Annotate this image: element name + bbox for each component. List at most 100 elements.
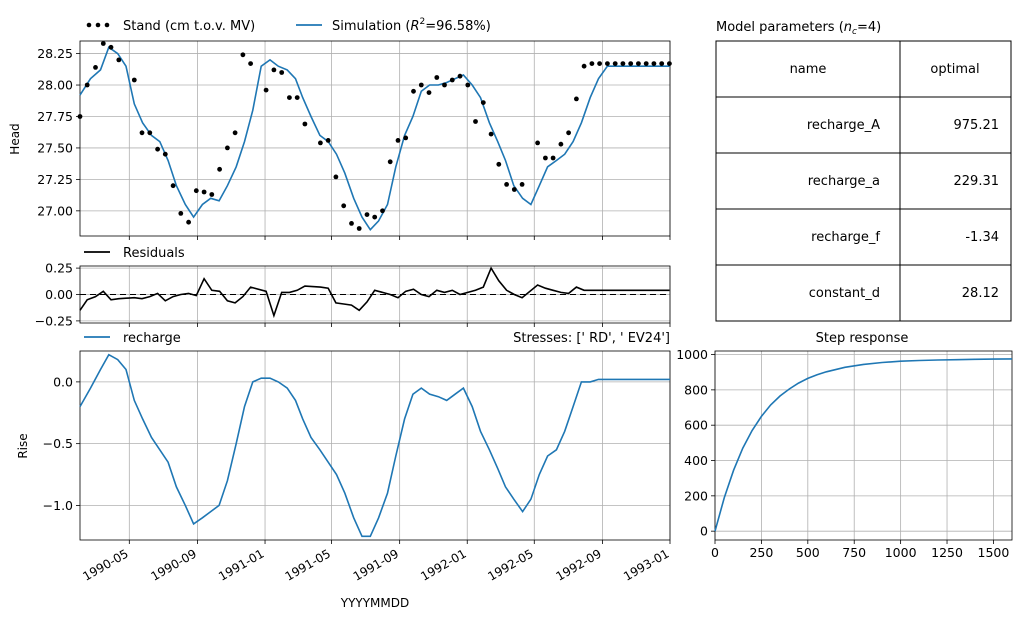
contribution-xticks: 1990-05 1990-09 1991-01 1991-05 1991-09 1992-…: [80, 540, 672, 584]
observed-points: [77, 41, 672, 231]
y-tick-label: 0.00: [45, 287, 73, 302]
observed-point: [131, 77, 137, 83]
observed-point: [116, 57, 122, 63]
observed-point: [271, 67, 277, 73]
observed-point: [77, 114, 83, 119]
observed-point: [651, 61, 657, 66]
recharge-line: [79, 353, 670, 538]
contribution-axes-frame: [79, 350, 671, 541]
observed-point: [155, 146, 161, 152]
step-yticks: 1000 800 600 400 200 0: [676, 347, 715, 539]
table-header-name: name: [790, 62, 827, 77]
step-x-tick-label: 250: [749, 545, 773, 560]
table-cell-value: 975.21: [954, 118, 1000, 133]
table-cell-name: recharge_A: [807, 118, 880, 133]
observed-point: [240, 52, 246, 58]
observed-point: [473, 119, 478, 124]
observed-point: [519, 182, 525, 187]
observed-point: [597, 61, 602, 66]
step-y-tick-label: 0: [700, 524, 708, 539]
stresses-label: Stresses: [' RD', ' EV24']: [513, 331, 670, 346]
y-tick-label: 0.25: [45, 261, 73, 276]
step-x-tick-label: 1250: [931, 545, 963, 560]
x-tick-label: 1992-05: [485, 546, 535, 583]
observed-point: [341, 203, 347, 209]
observed-point: [201, 189, 207, 195]
step-x-tick-label: 1000: [885, 545, 917, 560]
observed-point: [457, 73, 463, 79]
table-cell-value: 229.31: [954, 174, 1000, 189]
step-response-line: [714, 358, 1013, 532]
residuals-xticks: [128, 323, 671, 327]
observed-point: [162, 151, 168, 157]
legend-residuals-label: Residuals: [123, 246, 185, 261]
simulation-line: [79, 46, 670, 231]
table-header-optimal: optimal: [930, 62, 979, 77]
xaxis-label: YYYYMMDD: [340, 596, 410, 610]
observed-point: [139, 130, 145, 136]
observed-point: [535, 140, 540, 146]
residuals-legend: Residuals: [84, 246, 185, 261]
observed-point: [605, 61, 610, 66]
observed-point: [511, 187, 517, 192]
observed-point: [372, 214, 378, 220]
observed-point: [232, 130, 238, 136]
observed-point: [667, 61, 672, 66]
observed-point: [178, 211, 184, 216]
y-tick-label: 28.25: [37, 46, 73, 61]
parameter-table: Model parameters (nc=4) name optimal rec…: [715, 20, 1012, 322]
head-legend: Stand (cm t.o.v. MV) Simulation (R2=96.5…: [86, 17, 491, 34]
observed-point: [225, 145, 230, 151]
observed-point: [543, 155, 548, 161]
observed-point: [193, 188, 199, 194]
x-tick-label: 1991-01: [216, 546, 266, 583]
contribution-legend: recharge: [84, 331, 181, 346]
legend-observed-marker: [86, 22, 92, 28]
step-response-title: Step response: [816, 331, 909, 346]
table-frame: [715, 40, 1012, 322]
observed-point: [418, 82, 424, 88]
step-y-tick-label: 400: [684, 453, 708, 468]
step-x-tick-label: 500: [796, 545, 820, 560]
observed-point: [108, 44, 114, 50]
table-cell-name: recharge_a: [808, 174, 880, 189]
observed-point: [589, 61, 595, 66]
observed-point: [403, 135, 409, 141]
y-tick-label: 0.0: [53, 374, 73, 389]
observed-point: [279, 70, 285, 75]
step-x-tick-label: 750: [842, 545, 866, 560]
head-panel: 28.25 28.00 27.75 27.50 27.25 27.00 Head Stan…: [8, 17, 672, 240]
x-tick-label: 1991-05: [283, 546, 333, 583]
observed-point: [496, 161, 502, 167]
observed-point: [93, 65, 98, 70]
legend-observed-marker: [104, 22, 110, 28]
observed-point: [318, 140, 323, 146]
residuals-panel: 0.25 0.00 −0.25 Residuals: [35, 246, 671, 328]
table-cell-name: constant_d: [809, 286, 880, 301]
table-cell-value: -1.34: [965, 230, 999, 245]
observed-point: [426, 90, 432, 95]
observed-point: [209, 192, 215, 197]
step-y-tick-label: 1000: [676, 347, 708, 362]
step-y-tick-label: 200: [684, 488, 708, 503]
observed-point: [574, 96, 579, 102]
observed-point: [643, 61, 649, 66]
observed-point: [465, 82, 471, 88]
table-cell-name: recharge_f: [811, 230, 880, 245]
head-axes-frame: [79, 40, 671, 237]
x-tick-label: 1992-01: [418, 546, 468, 583]
observed-point: [263, 87, 269, 93]
x-tick-label: 1990-05: [80, 546, 130, 583]
observed-point: [442, 82, 447, 88]
observed-point: [84, 82, 90, 88]
legend-observed-marker: [95, 22, 101, 28]
observed-point: [628, 61, 634, 66]
head-yticks: 28.25 28.00 27.75 27.50 27.25 27.00: [37, 46, 80, 218]
observed-point: [659, 61, 665, 66]
step-x-tick-label: 0: [711, 545, 719, 560]
observed-point: [333, 174, 339, 180]
observed-point: [620, 61, 626, 66]
observed-point: [287, 95, 292, 100]
residuals-yticks: 0.25 0.00 −0.25: [35, 261, 80, 328]
